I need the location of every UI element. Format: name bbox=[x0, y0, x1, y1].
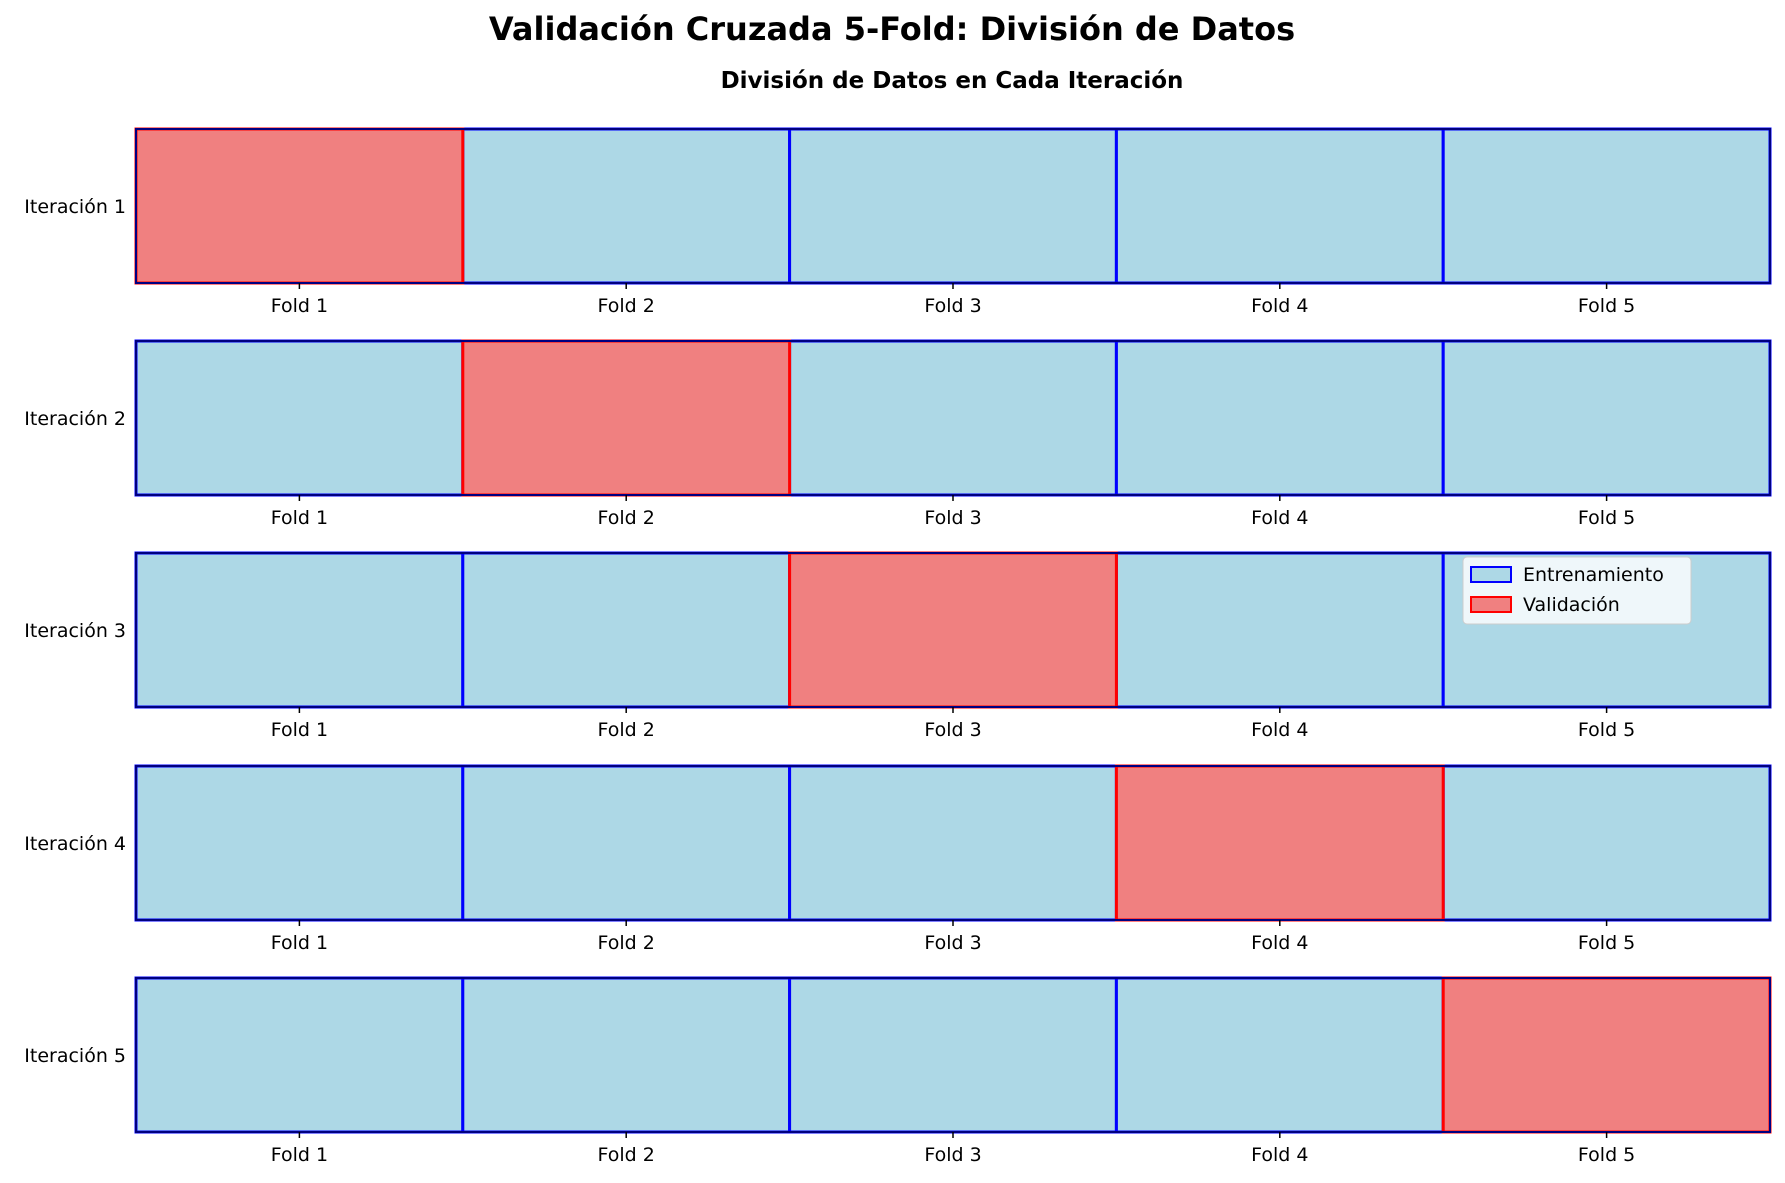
fold-tick-label: Fold 4 bbox=[1251, 507, 1308, 529]
fold-tick-label: Fold 1 bbox=[271, 507, 328, 529]
fold-tick-label: Fold 1 bbox=[271, 932, 328, 954]
fold-tick-label: Fold 2 bbox=[598, 507, 655, 529]
iteration-rows: Iteración 1 Fold 1 Fold 2 Fold 3 Fold 4 Fold … bbox=[24, 127, 1772, 1166]
figure-title: Validación Cruzada 5-Fold: División de D… bbox=[489, 10, 1295, 48]
legend-label-validation: Validación bbox=[1523, 594, 1620, 616]
training-fold-cell bbox=[1114, 127, 1445, 285]
validation-fold-cell bbox=[1114, 764, 1445, 922]
fold-tick-label: Fold 2 bbox=[598, 295, 655, 317]
fold-tick-label: Fold 3 bbox=[924, 719, 981, 741]
legend: Entrenamiento Validación bbox=[1462, 556, 1692, 625]
training-fold-cell bbox=[461, 551, 792, 709]
fold-tick-label: Fold 5 bbox=[1578, 719, 1635, 741]
iteration-row: Iteración 1 Fold 1 Fold 2 Fold 3 Fold 4 Fold … bbox=[24, 127, 1772, 317]
training-fold-cell bbox=[1114, 976, 1445, 1134]
fold-tick-label: Fold 1 bbox=[271, 295, 328, 317]
iteration-row: Iteración 5 Fold 1 Fold 2 Fold 3 Fold 4 Fold … bbox=[24, 976, 1772, 1166]
training-fold-cell bbox=[461, 127, 792, 285]
fold-tick-label: Fold 2 bbox=[598, 1144, 655, 1166]
training-fold-cell bbox=[788, 976, 1118, 1134]
training-fold-cell bbox=[1114, 339, 1445, 497]
fold-tick-label: Fold 4 bbox=[1251, 932, 1308, 954]
fold-tick-label: Fold 1 bbox=[271, 1144, 328, 1166]
fold-tick-label: Fold 3 bbox=[924, 507, 981, 529]
training-fold-cell bbox=[1441, 127, 1772, 285]
fold-tick-label: Fold 5 bbox=[1578, 295, 1635, 317]
training-fold-cell bbox=[788, 127, 1118, 285]
fold-tick-label: Fold 4 bbox=[1251, 295, 1308, 317]
figure-subtitle: División de Datos en Cada Iteración bbox=[721, 68, 1184, 94]
training-fold-cell bbox=[134, 339, 465, 497]
fold-tick-label: Fold 3 bbox=[924, 295, 981, 317]
legend-swatch-validation bbox=[1470, 596, 1512, 613]
training-fold-cell bbox=[1114, 551, 1445, 709]
legend-box bbox=[1462, 556, 1692, 625]
validation-fold-cell bbox=[134, 127, 465, 285]
training-fold-cell bbox=[788, 764, 1118, 922]
fold-tick-label: Fold 2 bbox=[598, 719, 655, 741]
row-label: Iteración 5 bbox=[24, 1045, 126, 1067]
validation-fold-cell bbox=[788, 551, 1118, 709]
training-fold-cell bbox=[461, 976, 792, 1134]
fold-tick-label: Fold 1 bbox=[271, 719, 328, 741]
iteration-row: Iteración 3 Fold 1 Fold 2 Fold 3 Fold 4 Fold … bbox=[24, 551, 1772, 741]
fold-tick-label: Fold 3 bbox=[924, 932, 981, 954]
iteration-row: Iteración 2 Fold 1 Fold 2 Fold 3 Fold 4 Fold … bbox=[24, 339, 1772, 529]
validation-fold-cell bbox=[1441, 976, 1772, 1134]
fold-tick-label: Fold 4 bbox=[1251, 719, 1308, 741]
iteration-row: Iteración 4 Fold 1 Fold 2 Fold 3 Fold 4 Fold … bbox=[24, 764, 1772, 954]
training-fold-cell bbox=[134, 976, 465, 1134]
validation-fold-cell bbox=[461, 339, 792, 497]
fold-tick-label: Fold 5 bbox=[1578, 1144, 1635, 1166]
row-label: Iteración 2 bbox=[24, 408, 126, 430]
fold-tick-label: Fold 2 bbox=[598, 932, 655, 954]
row-label: Iteración 1 bbox=[24, 196, 126, 218]
training-fold-cell bbox=[1441, 764, 1772, 922]
training-fold-cell bbox=[134, 764, 465, 922]
training-fold-cell bbox=[788, 339, 1118, 497]
fold-tick-label: Fold 5 bbox=[1578, 932, 1635, 954]
row-label: Iteración 3 bbox=[24, 620, 126, 642]
legend-swatch-training bbox=[1470, 566, 1512, 583]
legend-label-training: Entrenamiento bbox=[1523, 564, 1664, 586]
fold-tick-label: Fold 5 bbox=[1578, 507, 1635, 529]
row-label: Iteración 4 bbox=[24, 833, 126, 855]
training-fold-cell bbox=[134, 551, 465, 709]
training-fold-cell bbox=[1441, 339, 1772, 497]
fold-tick-label: Fold 4 bbox=[1251, 1144, 1308, 1166]
training-fold-cell bbox=[461, 764, 792, 922]
fold-tick-label: Fold 3 bbox=[924, 1144, 981, 1166]
